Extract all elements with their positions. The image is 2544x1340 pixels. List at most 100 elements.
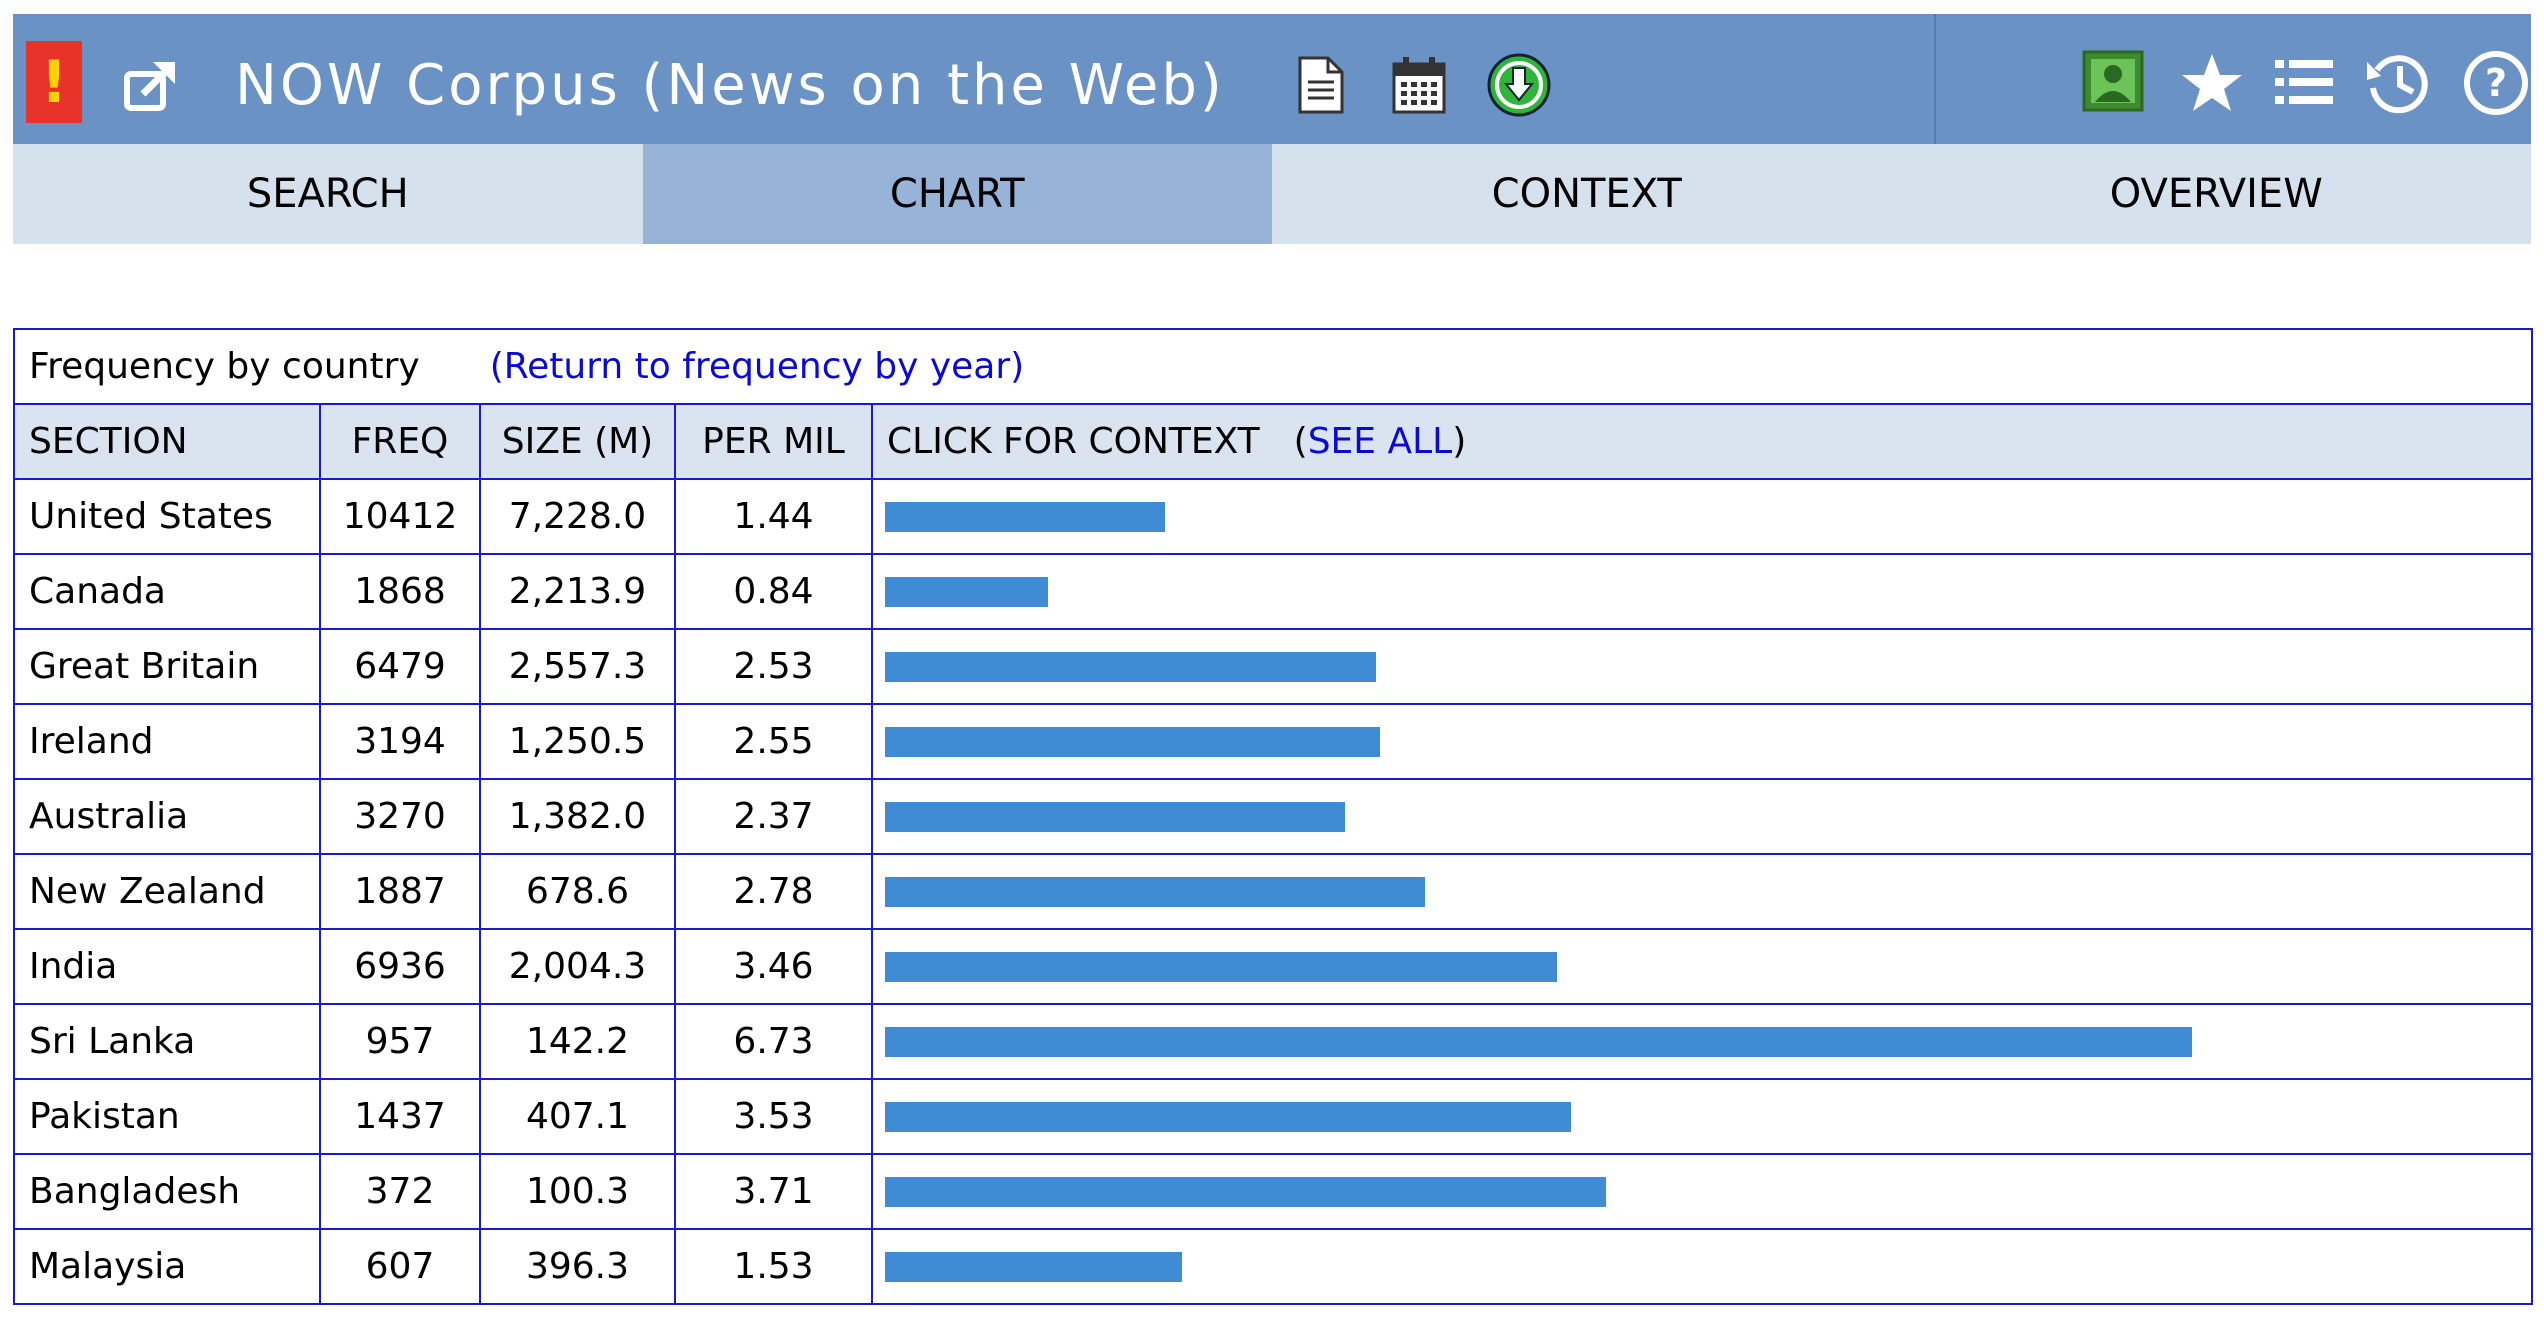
see-all-link[interactable]: SEE ALL — [1307, 421, 1453, 462]
row-freq: 10412 — [319, 478, 481, 555]
row-context-cell — [870, 928, 2534, 1005]
frequency-table: Frequency by country (Return to frequency… — [12, 328, 2534, 1305]
table-caption-row: Frequency by country (Return to frequency… — [12, 328, 2534, 405]
row-context-cell — [870, 853, 2534, 930]
row-per-mil: 0.84 — [674, 553, 873, 630]
row-context-cell — [870, 628, 2534, 705]
table-row: United States 10412 7,228.0 1.44 — [13, 478, 2534, 555]
frequency-bar[interactable] — [885, 726, 1380, 757]
user-profile-icon[interactable] — [2082, 50, 2144, 112]
header-context: CLICK FOR CONTEXT (SEE ALL) — [870, 403, 2534, 480]
help-icon[interactable]: ? — [2461, 48, 2531, 118]
table-row: India 6936 2,004.3 3.46 — [13, 928, 2534, 1005]
row-context-cell — [870, 1078, 2534, 1155]
row-per-mil: 2.53 — [674, 628, 873, 705]
row-section: Malaysia — [13, 1228, 321, 1305]
frequency-bar[interactable] — [885, 651, 1376, 682]
row-size: 1,382.0 — [479, 778, 676, 855]
list-icon[interactable] — [2275, 56, 2333, 108]
table-row: Great Britain 6479 2,557.3 2.53 — [13, 628, 2534, 705]
row-context-cell — [870, 778, 2534, 855]
row-section: Canada — [13, 553, 321, 630]
row-context-cell — [870, 1228, 2534, 1305]
row-per-mil: 1.44 — [674, 478, 873, 555]
table-caption: Frequency by country — [29, 346, 420, 387]
star-icon[interactable] — [2179, 50, 2245, 116]
row-per-mil: 3.46 — [674, 928, 873, 1005]
return-to-year-link[interactable]: (Return to frequency by year) — [489, 346, 1025, 387]
external-link-icon[interactable] — [121, 56, 181, 116]
row-size: 1,250.5 — [479, 703, 676, 780]
frequency-bar[interactable] — [885, 801, 1345, 832]
download-icon[interactable] — [1486, 52, 1552, 118]
table-body: United States 10412 7,228.0 1.44 Canada 1868 2… — [13, 478, 2534, 1305]
frequency-bar[interactable] — [885, 876, 1425, 907]
row-freq: 372 — [319, 1153, 481, 1230]
row-size: 396.3 — [479, 1228, 676, 1305]
row-section: Great Britain — [13, 628, 321, 705]
table-row: Bangladesh 372 100.3 3.71 — [13, 1153, 2534, 1230]
header-freq: FREQ — [319, 403, 481, 480]
header-size: SIZE (M) — [479, 403, 676, 480]
tab-chart[interactable]: CHART — [642, 144, 1272, 244]
row-freq: 6936 — [319, 928, 481, 1005]
row-freq: 607 — [319, 1228, 481, 1305]
header-divider — [1934, 14, 1936, 144]
table-row: Malaysia 607 396.3 1.53 — [13, 1228, 2534, 1305]
row-freq: 957 — [319, 1003, 481, 1080]
row-freq: 3194 — [319, 703, 481, 780]
frequency-bar[interactable] — [885, 1176, 1606, 1207]
row-size: 7,228.0 — [479, 478, 676, 555]
row-size: 678.6 — [479, 853, 676, 930]
row-size: 2,004.3 — [479, 928, 676, 1005]
document-icon[interactable] — [1296, 54, 1346, 116]
row-section: Australia — [13, 778, 321, 855]
row-section: India — [13, 928, 321, 1005]
frequency-bar[interactable] — [885, 1251, 1182, 1282]
row-per-mil: 3.71 — [674, 1153, 873, 1230]
row-context-cell — [870, 553, 2534, 630]
row-section: Bangladesh — [13, 1153, 321, 1230]
row-per-mil: 2.37 — [674, 778, 873, 855]
frequency-bar[interactable] — [885, 576, 1048, 607]
app-title: NOW Corpus (News on the Web) — [235, 53, 1225, 118]
see-all-close-paren: ) — [1452, 421, 1467, 462]
row-per-mil: 1.53 — [674, 1228, 873, 1305]
frequency-bar[interactable] — [885, 951, 1557, 982]
row-context-cell — [870, 1153, 2534, 1230]
row-size: 2,213.9 — [479, 553, 676, 630]
table-row: Sri Lanka 957 142.2 6.73 — [13, 1003, 2534, 1080]
frequency-bar[interactable] — [885, 501, 1165, 532]
row-context-cell — [870, 703, 2534, 780]
table-row: New Zealand 1887 678.6 2.78 — [13, 853, 2534, 930]
row-size: 2,557.3 — [479, 628, 676, 705]
alert-icon[interactable]: ! — [26, 41, 82, 123]
row-freq: 1868 — [319, 553, 481, 630]
row-section: Ireland — [13, 703, 321, 780]
main-tabs: SEARCH CHART CONTEXT OVERVIEW — [13, 144, 2531, 244]
row-per-mil: 2.55 — [674, 703, 873, 780]
row-freq: 3270 — [319, 778, 481, 855]
history-icon[interactable] — [2363, 48, 2433, 118]
frequency-bar[interactable] — [885, 1026, 2192, 1057]
svg-text:?: ? — [2485, 61, 2507, 105]
table-row: Canada 1868 2,213.9 0.84 — [13, 553, 2534, 630]
calendar-icon[interactable] — [1391, 54, 1447, 116]
table-row: Pakistan 1437 407.1 3.53 — [13, 1078, 2534, 1155]
row-per-mil: 6.73 — [674, 1003, 873, 1080]
see-all-open-paren: ( — [1293, 421, 1308, 462]
header-per-mil: PER MIL — [674, 403, 873, 480]
tab-context[interactable]: CONTEXT — [1491, 171, 1682, 217]
row-per-mil: 3.53 — [674, 1078, 873, 1155]
row-section: Sri Lanka — [13, 1003, 321, 1080]
row-context-cell — [870, 478, 2534, 555]
row-freq: 1437 — [319, 1078, 481, 1155]
row-size: 142.2 — [479, 1003, 676, 1080]
tab-search[interactable]: SEARCH — [246, 171, 409, 217]
tab-overview[interactable]: OVERVIEW — [2109, 171, 2323, 217]
row-section: Pakistan — [13, 1078, 321, 1155]
frequency-bar[interactable] — [885, 1101, 1571, 1132]
header-section: SECTION — [13, 403, 321, 480]
table-row: Ireland 3194 1,250.5 2.55 — [13, 703, 2534, 780]
table-row: Australia 3270 1,382.0 2.37 — [13, 778, 2534, 855]
